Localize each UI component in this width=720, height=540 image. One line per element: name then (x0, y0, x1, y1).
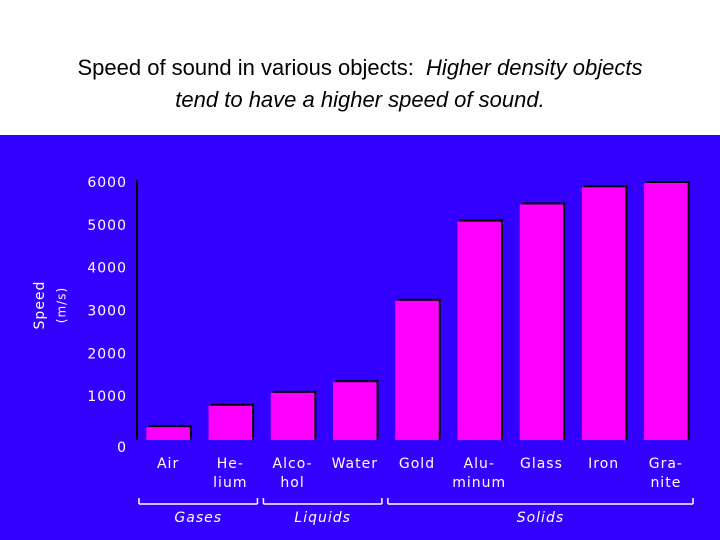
x-tick-label: Glass (520, 456, 563, 472)
bar (644, 183, 688, 440)
bar (146, 427, 190, 440)
bar (270, 392, 315, 440)
x-tick-label: Air (157, 456, 179, 472)
chart: Speed (m/s) 0 1000 2000 3000 4000 5000 6000 Air… (0, 135, 720, 540)
y-tick-label: 3000 (87, 304, 127, 320)
y-tick-label: 2000 (87, 346, 127, 362)
bar (457, 221, 501, 440)
y-axis-label: Speed (32, 281, 48, 330)
x-tick-label: Gold (399, 456, 435, 472)
y-tick-label: 4000 (87, 261, 127, 277)
y-tick-label: 6000 (87, 175, 127, 191)
x-tick-label: Alco-hol (273, 456, 313, 491)
group-label: Solids (517, 510, 564, 526)
y-tick-label: 5000 (87, 218, 127, 234)
bar (581, 187, 626, 440)
group-label: Liquids (294, 510, 351, 526)
group-label: Gases (174, 510, 222, 526)
x-tick-label: He-lium (213, 456, 247, 491)
bar (333, 382, 377, 440)
bar (208, 405, 253, 440)
bar (395, 300, 439, 440)
chart-title: Speed of sound in various objects: (77, 55, 414, 80)
y-tick-label: 1000 (87, 389, 127, 405)
chart-subtitle: Higher density objects tend to have a hi… (175, 55, 643, 112)
title-block: Speed of sound in various objects: Highe… (60, 52, 660, 116)
x-tick-label: Gra-nite (649, 456, 683, 491)
x-tick-label: Iron (588, 456, 619, 472)
x-tick-label: Water (332, 456, 378, 472)
y-axis-units: (m/s) (55, 287, 69, 323)
y-tick-label: 0 (117, 440, 127, 456)
x-tick-label: Alu-minum (452, 456, 506, 491)
group-bracket (138, 498, 259, 505)
group-bracket (262, 498, 383, 505)
bar (519, 204, 564, 440)
group-bracket (387, 498, 694, 505)
